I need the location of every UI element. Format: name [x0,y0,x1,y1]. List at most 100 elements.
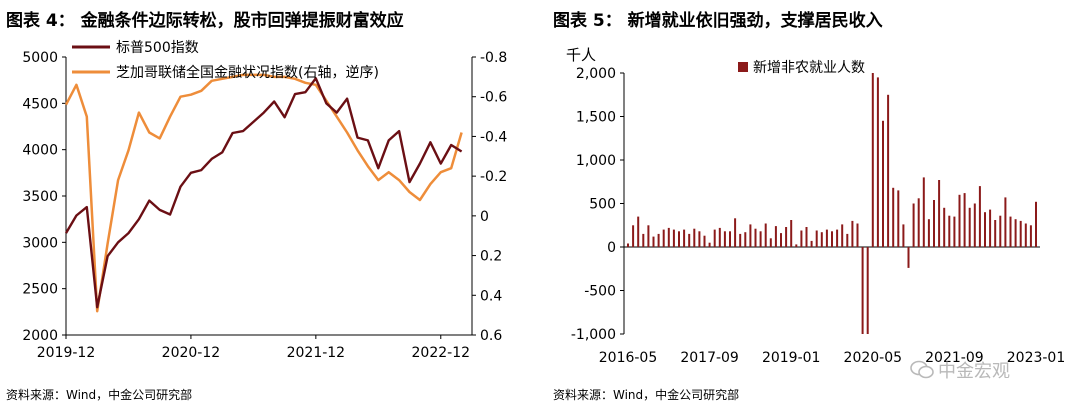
payroll-bar [744,232,747,247]
payroll-bar [871,73,874,247]
payroll-bar [647,225,650,248]
y2-tick-label: -0.6 [480,90,507,106]
payroll-bar [943,207,946,247]
payroll-bar [734,218,737,247]
payroll-bar [846,233,849,247]
payroll-bar [1009,216,1012,247]
y-tick-label: 2000 [22,328,58,344]
payroll-bar [876,77,879,248]
x-tick-label: 2017-09 [680,350,739,366]
y-tick-label: -500 [584,284,616,300]
y-tick-label: 1,000 [576,153,616,169]
payroll-bar [642,233,645,247]
payroll-bar [652,236,655,247]
x-tick-label: 2020-12 [162,345,221,361]
payroll-bar [820,232,823,247]
payroll-bar [989,209,992,247]
y2-tick-label: 0.4 [480,288,502,304]
payroll-bar [764,223,767,247]
payroll-bar [825,229,828,247]
payroll-bar [1035,201,1037,247]
payroll-bar [836,229,839,247]
payroll-bar [815,230,818,247]
payroll-bar [841,224,844,247]
payroll-bar [892,187,895,247]
payroll-bar [927,219,930,247]
payroll-bar [627,243,629,247]
x-tick-label: 2020-05 [844,350,903,366]
payroll-bar [774,226,777,247]
payroll-bar [866,247,869,334]
payroll-bar [973,203,976,247]
payroll-bar [978,186,981,247]
payroll-bar [795,244,798,247]
y-tick-label: 4000 [22,143,58,159]
payroll-bar [953,216,956,247]
y-tick-label: 0 [607,240,616,256]
payroll-bar [713,229,716,247]
left-chart-title: 图表 4： 金融条件边际转松，股市回弹提振财富效应 [6,11,404,31]
payroll-bar [1004,197,1007,247]
payroll-bar [769,238,772,247]
payroll-bar [887,94,890,248]
payroll-bar [800,230,803,247]
payroll-bar [749,224,752,247]
y-tick-label: -1,000 [571,327,616,343]
legend-swatch-payrolls [738,62,748,72]
payroll-bar [917,198,920,247]
payroll-bar [1019,220,1022,247]
payroll-bar [810,240,813,247]
payroll-bar [693,228,696,247]
payroll-bar [785,227,788,247]
payroll-bar [999,215,1002,247]
payroll-bar [856,223,859,247]
payroll-bar [831,231,833,247]
legend-label-sp500: 标普500指数 [116,40,199,56]
payroll-bar [958,194,961,247]
y-tick-label: 3500 [22,189,58,205]
payroll-bar [984,212,986,247]
y-tick-label: 2,000 [576,66,616,82]
payroll-bar [922,177,925,247]
payroll-bar [688,233,691,247]
y-tick-label: 500 [589,197,616,213]
payroll-bar [933,200,935,247]
fci-series-line [64,73,463,313]
payroll-bar [861,247,864,334]
payroll-bar [968,207,971,247]
right-chart: -1,000 -500 0 500 1,000 1,500 2,000 千人 2016-05 20… [566,46,1066,366]
watermark-text: 中金宏观 [938,361,1010,382]
legend-label-payrolls: 新增非农就业人数 [753,60,865,76]
payroll-bar [897,190,900,247]
y2-tick-label: 0.6 [480,328,502,344]
payroll-bar [662,229,665,247]
legend-label-fci: 芝加哥联储全国金融状况指数(右轴，逆序) [116,64,379,81]
right-source-note: 资料来源：Wind，中金公司研究部 [553,388,740,402]
left-chart: 2000 2500 3000 3500 4000 4500 5000 -0.8 -0.6 -0.4… [22,40,507,361]
payroll-bar [1024,223,1027,247]
payroll-bar [994,220,997,247]
payroll-bar [729,231,731,247]
payroll-bar [637,216,640,247]
x-tick-label: 2019-12 [37,345,96,361]
payroll-bar [1014,219,1017,247]
payroll-bar [1029,225,1032,248]
y2-tick-label: -0.8 [480,50,507,66]
watermark: 中金宏观 [910,357,1010,383]
payroll-bar [780,233,782,247]
sp500-series-line [64,77,463,309]
payroll-bar [683,229,686,247]
y2-tick-label: -0.2 [480,169,507,185]
payroll-bar [657,233,660,247]
x-tick-label: 2023-01 [1007,350,1066,366]
payroll-bar [948,215,951,247]
payroll-bar [790,220,793,247]
payroll-bar [805,227,808,247]
x-tick-label: 2021-12 [287,345,346,361]
y-tick-label: 5000 [22,50,58,66]
payroll-bar [907,247,910,268]
y2-tick-label: -0.4 [480,129,507,145]
payroll-bar [851,220,854,247]
payroll-bar [698,231,701,247]
payroll-bar [723,231,726,247]
